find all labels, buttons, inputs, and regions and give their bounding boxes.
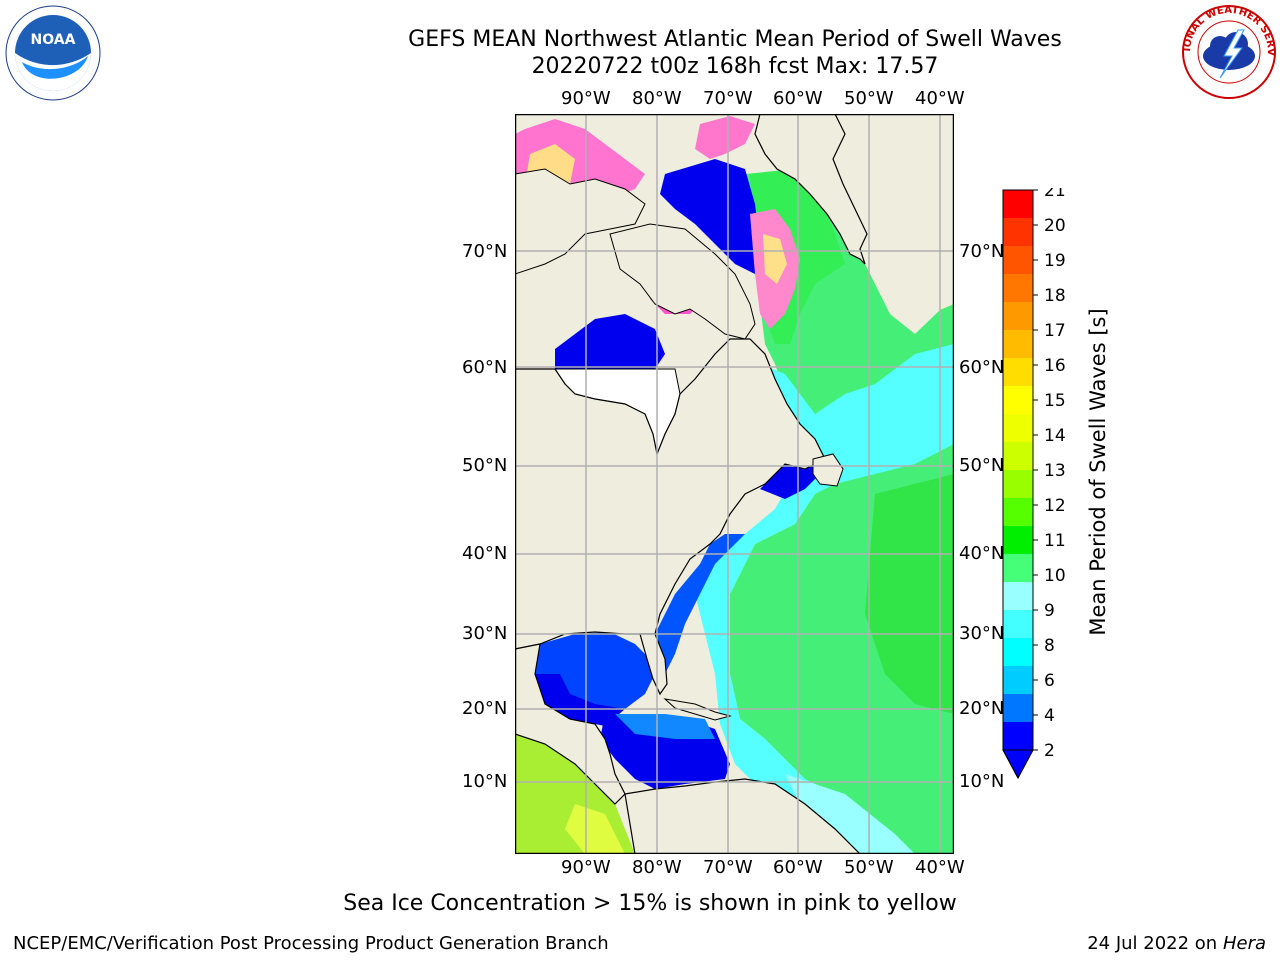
ocean-us-coast [655, 534, 745, 674]
lon-label-bottom: 90°W [561, 857, 611, 878]
land-baffin-island [609, 223, 756, 340]
colorbar-tick-label: 19 [1044, 251, 1066, 271]
colorbar-tick-label: 16 [1044, 356, 1066, 376]
colorbar-swatch [1003, 190, 1033, 219]
colorbar-swatch [1003, 638, 1033, 667]
lat-label-right: 50°N [959, 455, 1005, 476]
colorbar-tick-label: 2 [1044, 741, 1055, 761]
colorbar-tick-label: 11 [1044, 531, 1066, 551]
lon-label-top: 40°W [915, 88, 965, 109]
colorbar-blocks [1002, 189, 1034, 780]
lat-label-right: 60°N [959, 357, 1005, 378]
footer-machine: Hera [1222, 933, 1266, 954]
colorbar-swatch [1003, 722, 1033, 751]
chart-subtitle: 20220722 t00z 168h fcst Max: 17.57 [531, 54, 939, 79]
land-labrador [514, 338, 826, 650]
footer-date: 24 Jul 2022 on Hera [1087, 933, 1266, 954]
colorbar-swatch [1003, 582, 1033, 611]
graticule [515, 114, 954, 854]
ocean-baffin [660, 159, 760, 274]
land-newfoundland [812, 453, 844, 487]
colorbar-swatch [1003, 610, 1033, 639]
sea-ice-baffin-yellow [763, 234, 787, 284]
colorbar-swatch [1003, 554, 1033, 583]
colorbar-swatch [1003, 358, 1033, 387]
lat-label-left: 50°N [462, 455, 508, 476]
ocean-hudson [555, 314, 665, 369]
colorbar-tick-label: 6 [1044, 671, 1055, 691]
lon-label-top: 60°W [773, 88, 823, 109]
lon-label-bottom: 40°W [915, 857, 965, 878]
lon-label-top: 80°W [632, 88, 682, 109]
colorbar-swatch [1003, 330, 1033, 359]
colorbar-swatch [1003, 414, 1033, 443]
colorbar-tick-label: 9 [1044, 601, 1055, 621]
colorbar-tick-label: 21 [1044, 188, 1066, 201]
colorbar-swatch [1003, 274, 1033, 303]
colorbar-tick-label: 4 [1044, 706, 1055, 726]
lon-label-top: 50°W [844, 88, 894, 109]
colorbar-tick-label: 14 [1044, 426, 1066, 446]
colorbar-swatch [1003, 246, 1033, 275]
land-mexico [514, 643, 626, 805]
svg-text:NOAA: NOAA [31, 32, 76, 48]
lon-label-bottom: 60°W [773, 857, 823, 878]
lon-label-top: 70°W [703, 88, 753, 109]
lat-label-right: 40°N [959, 543, 1005, 564]
lat-label-left: 10°N [462, 771, 508, 792]
land-arctic-islands [514, 168, 646, 275]
colorbar-tick-label: 12 [1044, 496, 1066, 516]
land-greenland [754, 113, 868, 265]
colorbar-swatch [1003, 526, 1033, 555]
colorbar-swatch [1003, 694, 1033, 723]
colorbar-swatch [1003, 442, 1033, 471]
sea-ice-baffin [695, 116, 755, 159]
lon-label-bottom: 50°W [844, 857, 894, 878]
colorbar-swatch [1003, 666, 1033, 695]
footer-date-text: 24 Jul 2022 on [1087, 933, 1223, 954]
colorbar-swatch [1003, 498, 1033, 527]
colorbar-tick-label: 20 [1044, 216, 1066, 236]
lat-label-left: 40°N [462, 543, 508, 564]
colorbar-swatch [1003, 470, 1033, 499]
colorbar-tick-label: 10 [1044, 566, 1066, 586]
colorbar-swatch [1003, 302, 1033, 331]
colorbar: 21 20 19 18 17 16 15 14 13 12 11 10 9 8 6 4 2 [1002, 181, 1082, 792]
colorbar-frame [1002, 189, 1034, 780]
ocean-caribbean-light [615, 714, 715, 739]
map-border [514, 113, 955, 855]
noaa-logo: NOAA [2, 4, 104, 106]
lat-label-left: 70°N [462, 241, 508, 262]
ocean-swell-lightgreen [865, 474, 954, 714]
colorbar-swatch [1003, 218, 1033, 247]
lon-label-bottom: 70°W [703, 857, 753, 878]
colorbar-tick-label: 13 [1044, 461, 1066, 481]
lon-label-top: 90°W [561, 88, 611, 109]
footer-org: NCEP/EMC/Verification Post Processing Pr… [13, 933, 609, 954]
pacific-swell-yellow [565, 804, 625, 854]
lat-label-right: 10°N [959, 771, 1005, 792]
colorbar-label: Mean Period of Swell Waves [s] [1086, 308, 1110, 636]
lat-label-left: 30°N [462, 623, 508, 644]
ocean-swell-cyan [695, 344, 954, 854]
colorbar-extend-arrow [1002, 749, 1034, 780]
lon-label-bottom: 80°W [632, 857, 682, 878]
colorbar-swatch [1003, 386, 1033, 415]
lat-label-right: 20°N [959, 698, 1005, 719]
lat-label-right: 70°N [959, 241, 1005, 262]
colorbar-tick-label: 17 [1044, 321, 1066, 341]
caption: Sea Ice Concentration > 15% is shown in … [343, 891, 957, 916]
map-canvas [514, 113, 955, 855]
colorbar-tick-label: 18 [1044, 286, 1066, 306]
ocean-swell-cyan-south [785, 774, 915, 854]
map-panel[interactable] [514, 113, 955, 855]
colorbar-tick-label: 8 [1044, 636, 1055, 656]
nws-logo: NATIONAL WEATHER SERVICE [1176, 0, 1278, 104]
colorbar-tick-label: 15 [1044, 391, 1066, 411]
colorbar-ticks: 21 20 19 18 17 16 15 14 13 12 11 10 9 8 6 4 2 [1033, 181, 1066, 761]
lat-label-right: 30°N [959, 623, 1005, 644]
lat-label-left: 20°N [462, 698, 508, 719]
lat-label-left: 60°N [462, 357, 508, 378]
chart-title: GEFS MEAN Northwest Atlantic Mean Period… [408, 27, 1062, 52]
